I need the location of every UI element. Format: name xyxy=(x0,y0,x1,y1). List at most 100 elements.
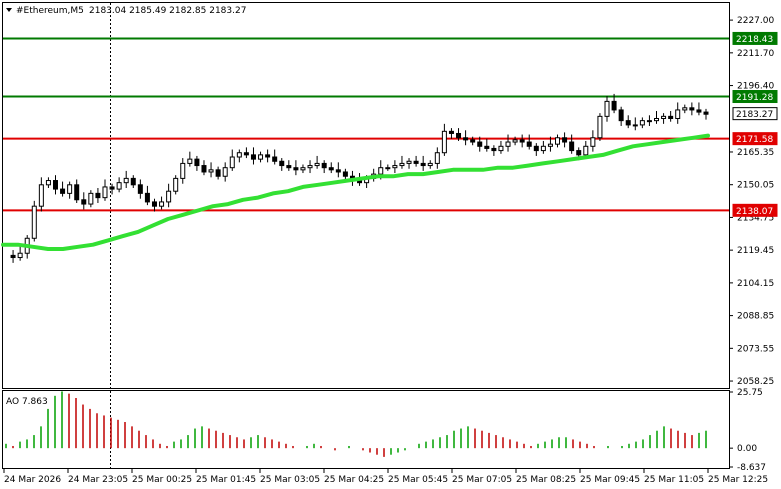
candle-body xyxy=(406,160,412,164)
candle-body xyxy=(434,152,440,164)
time-tick-label: 25 Mar 11:05 xyxy=(644,475,704,485)
candle-body xyxy=(201,165,207,173)
candle-body xyxy=(477,141,483,147)
price-tag-label: 2138.07 xyxy=(736,207,773,217)
candle-body xyxy=(378,167,384,175)
candle-body xyxy=(562,137,568,143)
time-tick-label: 25 Mar 07:05 xyxy=(452,475,512,485)
candle-body xyxy=(130,177,136,186)
candle-body xyxy=(491,147,497,152)
candle-body xyxy=(448,130,454,134)
candle-body xyxy=(597,115,603,139)
candle-body xyxy=(335,169,341,173)
time-tick-label: 24 Mar 23:05 xyxy=(68,475,128,485)
candle-body xyxy=(109,186,115,190)
candle-body xyxy=(31,205,37,239)
candle-body xyxy=(689,107,695,111)
price-tag-current xyxy=(732,107,778,121)
candle-body xyxy=(194,158,200,167)
ao-axis: 25.75 0.00 -8.637 xyxy=(729,388,766,473)
price-axis: 2227.00 2211.70 2196.40 2165.35 2150.05 2134.… xyxy=(729,16,774,387)
price-tag-resistance xyxy=(732,132,778,146)
ao-tick-label: -8.637 xyxy=(737,463,766,473)
candle-body xyxy=(229,156,235,169)
candle-body xyxy=(463,137,469,141)
candle-body xyxy=(392,165,398,169)
candle-body xyxy=(272,156,278,162)
price-tag-support xyxy=(732,203,778,217)
price-tag-label: 2191.28 xyxy=(736,93,773,103)
candle-body xyxy=(611,100,617,111)
candle-body xyxy=(10,254,16,259)
candle-body xyxy=(604,100,610,117)
time-tick-label: 24 Mar 2026 xyxy=(4,475,61,485)
ao-tick-label: 25.75 xyxy=(737,388,763,398)
price-tick-label: 2150.05 xyxy=(737,181,774,191)
candle-body xyxy=(569,141,575,152)
candle-body xyxy=(314,162,320,167)
price-tag-target xyxy=(732,31,778,45)
candle-body xyxy=(639,120,645,126)
candle-body xyxy=(385,167,391,170)
candle-body xyxy=(95,192,101,199)
candle-body xyxy=(668,115,674,120)
candle-body xyxy=(533,145,539,152)
ao-histogram xyxy=(5,391,707,457)
price-tag-label: 2218.43 xyxy=(736,35,773,45)
candle-body xyxy=(675,109,681,119)
price-tag-label: 2171.58 xyxy=(736,135,773,145)
time-tick-label: 25 Mar 05:45 xyxy=(388,475,448,485)
candle-body xyxy=(342,171,348,177)
candle-body xyxy=(470,139,476,143)
candle-body xyxy=(696,109,702,113)
ao-label: AO 7.863 xyxy=(6,397,48,407)
candle-body xyxy=(45,180,51,186)
candle-body xyxy=(102,186,108,199)
candle-body xyxy=(38,184,44,207)
candle-body xyxy=(236,152,242,158)
candle-body xyxy=(519,139,525,143)
candle-body xyxy=(654,118,660,122)
candle-body xyxy=(661,115,667,120)
candle-body xyxy=(52,180,58,190)
candle-body xyxy=(286,165,292,169)
candle-body xyxy=(441,130,447,154)
price-tag-label: 2183.27 xyxy=(736,110,773,120)
candle-body xyxy=(682,107,688,111)
time-tick-label: 25 Mar 01:45 xyxy=(196,475,256,485)
symbol-dropdown-icon[interactable] xyxy=(6,8,12,12)
ao-panel-frame xyxy=(2,390,730,469)
price-tick-label: 2119.45 xyxy=(737,246,774,256)
candle-body xyxy=(413,160,419,164)
price-tick-label: 2165.35 xyxy=(737,148,774,158)
candle-body xyxy=(512,139,518,143)
candle-body xyxy=(646,120,652,123)
time-tick-label: 25 Mar 04:25 xyxy=(324,475,384,485)
candle-body xyxy=(74,184,80,201)
candle-body xyxy=(427,162,433,167)
candle-body xyxy=(173,177,179,192)
level-lines xyxy=(3,37,729,212)
candle-body xyxy=(300,167,306,171)
time-tick-label: 25 Mar 03:05 xyxy=(260,475,320,485)
candle-body xyxy=(703,111,709,115)
price-tick-label: 2088.85 xyxy=(737,312,774,322)
price-tick-label: 2073.55 xyxy=(737,344,774,354)
price-tick-label: 2211.70 xyxy=(737,49,774,59)
candle-body xyxy=(137,184,143,194)
candle-body xyxy=(526,141,532,147)
candle-body xyxy=(144,192,150,203)
candle-body xyxy=(632,124,638,127)
candle-body xyxy=(123,177,129,184)
candle-body xyxy=(208,169,214,173)
ao-tick-label: 0.00 xyxy=(737,444,757,454)
time-tick-label: 25 Mar 00:25 xyxy=(132,475,192,485)
price-tick-label: 2134.75 xyxy=(737,213,774,223)
price-tick-label: 2227.00 xyxy=(737,16,774,26)
candle-body xyxy=(540,145,546,152)
time-axis: 24 Mar 2026 24 Mar 23:05 25 Mar 00:25 25 Ma… xyxy=(3,468,768,485)
candle-body xyxy=(159,201,165,207)
candle-body xyxy=(618,109,624,122)
